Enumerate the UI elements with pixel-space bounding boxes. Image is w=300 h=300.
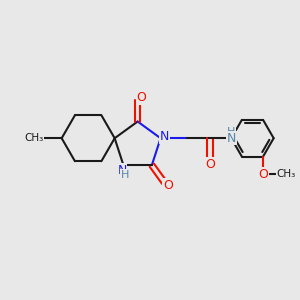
Text: CH₃: CH₃ — [276, 169, 296, 179]
Text: H: H — [227, 127, 236, 137]
Text: N: N — [117, 164, 127, 177]
Text: O: O — [136, 91, 146, 104]
Text: O: O — [205, 158, 215, 171]
Text: CH₃: CH₃ — [25, 133, 44, 143]
Text: N: N — [160, 130, 169, 143]
Text: H: H — [121, 169, 129, 180]
Text: O: O — [258, 168, 268, 181]
Text: N: N — [226, 132, 236, 145]
Text: O: O — [163, 179, 173, 192]
